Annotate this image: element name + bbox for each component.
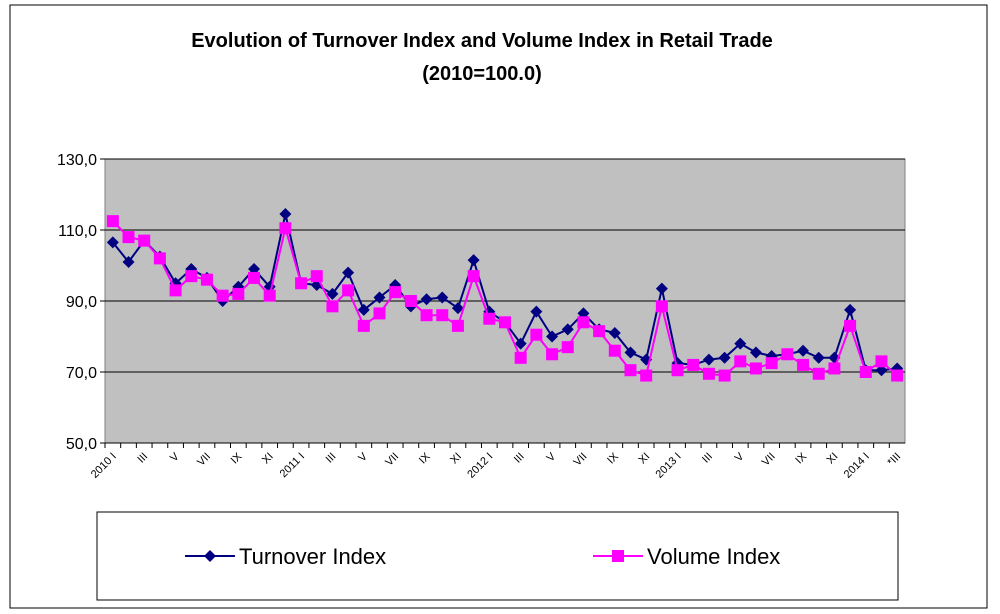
data-point: [546, 348, 559, 361]
data-point: [812, 367, 825, 380]
legend-marker: [612, 550, 624, 562]
data-point: [530, 328, 543, 341]
data-point: [718, 351, 731, 364]
data-point: [655, 300, 668, 313]
data-point: [765, 357, 778, 370]
data-point: [891, 369, 904, 382]
data-point: [702, 367, 715, 380]
chart-subtitle: (2010=100.0): [422, 63, 542, 85]
legend-marker: [204, 550, 216, 562]
data-point: [138, 234, 151, 247]
data-point: [546, 330, 559, 343]
data-point: [420, 309, 433, 322]
data-point: [608, 344, 621, 357]
data-point: [467, 254, 480, 267]
data-point: [718, 369, 731, 382]
data-point: [357, 303, 370, 316]
data-point: [655, 282, 668, 295]
data-point: [232, 287, 245, 300]
data-point: [561, 341, 574, 354]
data-point: [169, 284, 182, 297]
data-point: [310, 270, 323, 283]
data-point: [859, 366, 872, 378]
data-point: [687, 358, 700, 371]
data-point: [153, 252, 166, 265]
y-tick-label: 70,0: [66, 365, 97, 382]
data-point: [357, 319, 370, 332]
data-point: [514, 337, 527, 350]
data-point: [436, 291, 449, 304]
chart-title: Evolution of Turnover Index and Volume I…: [191, 30, 773, 52]
data-point: [577, 316, 590, 329]
data-point: [624, 346, 637, 359]
data-point: [812, 351, 825, 364]
data-point: [640, 369, 653, 382]
data-point: [499, 316, 511, 329]
data-point: [875, 355, 888, 368]
data-point: [185, 270, 198, 283]
data-point: [216, 289, 229, 302]
data-point: [420, 293, 433, 306]
data-point: [279, 222, 292, 235]
data-point: [467, 270, 480, 283]
data-point: [624, 364, 637, 377]
data-point: [451, 319, 464, 332]
data-point: [373, 291, 386, 304]
data-point: [436, 309, 449, 322]
legend-label: Volume Index: [647, 544, 780, 569]
data-point: [326, 300, 339, 313]
y-tick-label: 90,0: [66, 294, 97, 311]
data-point: [122, 255, 135, 268]
data-point: [608, 326, 621, 339]
data-point: [106, 236, 119, 249]
data-point: [749, 362, 762, 375]
legend-label: Turnover Index: [239, 544, 386, 569]
data-point: [749, 346, 762, 359]
data-point: [342, 266, 355, 279]
data-point: [326, 287, 339, 300]
data-point: [734, 337, 747, 350]
y-tick-label: 110,0: [58, 223, 97, 240]
data-point: [671, 364, 684, 377]
data-point: [797, 358, 810, 371]
data-point: [734, 355, 747, 368]
y-tick-label: 50,0: [66, 436, 97, 453]
data-point: [248, 271, 261, 284]
data-point: [483, 312, 496, 325]
data-point: [389, 286, 402, 299]
data-point: [702, 353, 715, 366]
data-point: [781, 348, 794, 361]
data-point: [279, 208, 292, 221]
data-point: [200, 273, 213, 286]
data-point: [373, 307, 386, 320]
data-point: [797, 344, 810, 357]
data-point: [514, 351, 527, 364]
data-point: [122, 231, 135, 244]
data-point: [561, 323, 574, 336]
data-point: [844, 319, 857, 332]
data-point: [263, 289, 276, 302]
data-point: [451, 302, 464, 315]
y-tick-label: 130,0: [57, 152, 97, 169]
data-point: [106, 215, 119, 228]
data-point: [530, 305, 543, 318]
data-point: [404, 295, 417, 307]
data-point: [828, 362, 841, 375]
data-point: [342, 284, 355, 297]
data-point: [593, 325, 606, 338]
data-point: [844, 303, 857, 316]
data-point: [295, 277, 308, 290]
